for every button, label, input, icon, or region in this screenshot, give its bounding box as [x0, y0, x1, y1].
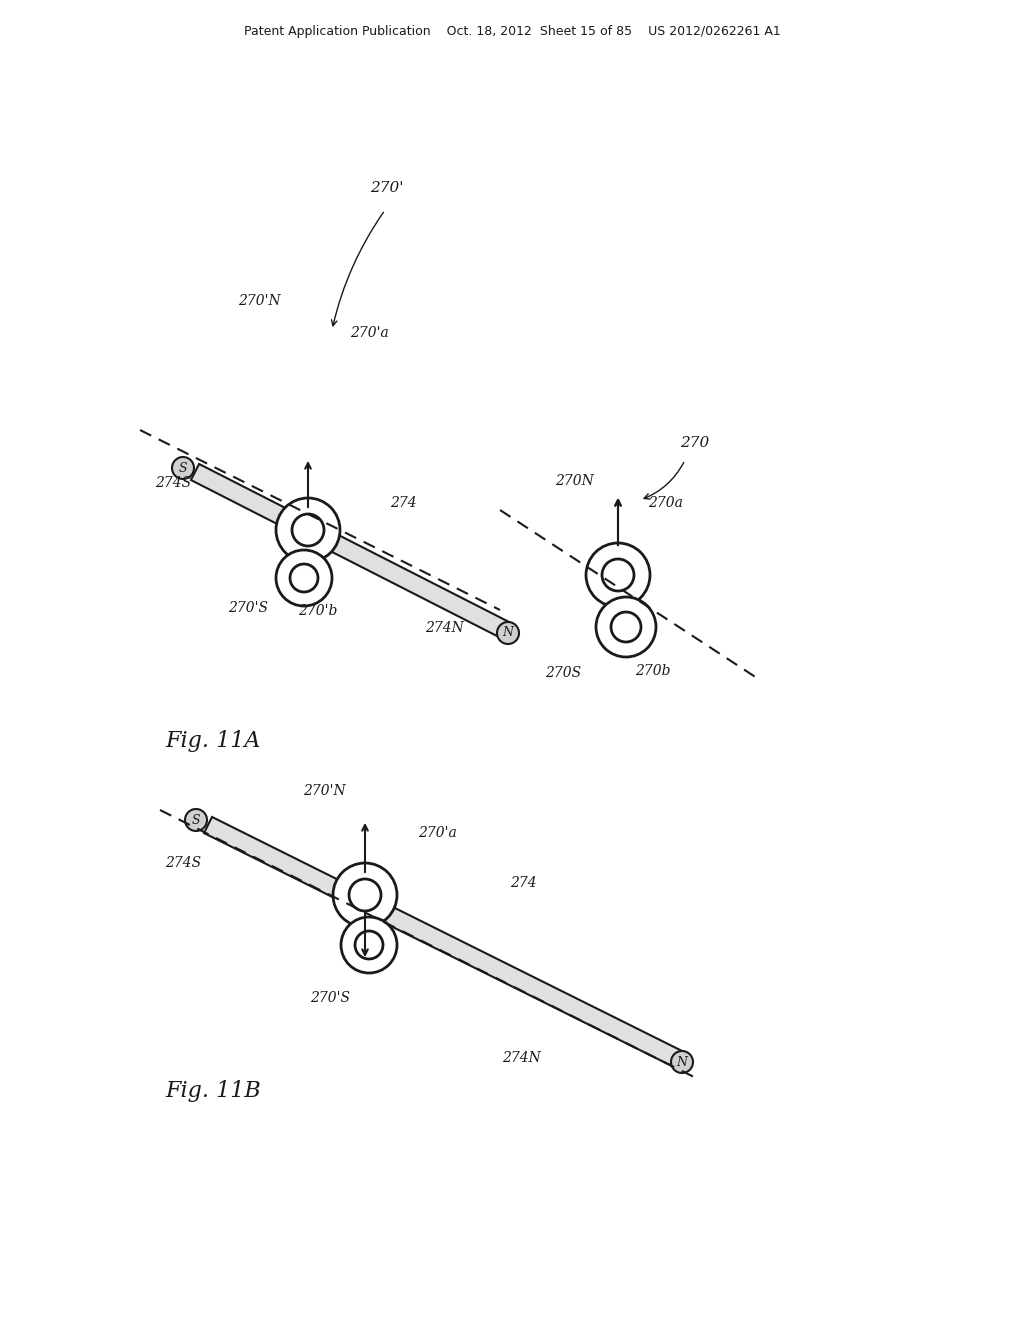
Text: 270'N: 270'N [238, 294, 281, 308]
Circle shape [276, 498, 340, 562]
Polygon shape [204, 817, 684, 1068]
Text: Fig. 11B: Fig. 11B [165, 1080, 261, 1102]
Text: 274S: 274S [165, 855, 201, 870]
Text: 270N: 270N [555, 474, 594, 488]
Text: S: S [191, 813, 201, 826]
Circle shape [586, 543, 650, 607]
Polygon shape [190, 465, 509, 638]
Text: 270'b: 270'b [298, 605, 337, 618]
Circle shape [172, 457, 194, 479]
Circle shape [292, 513, 324, 546]
Circle shape [349, 879, 381, 911]
Text: 274: 274 [390, 496, 417, 510]
Circle shape [497, 622, 519, 644]
Circle shape [333, 863, 397, 927]
Text: 270'N: 270'N [303, 784, 346, 799]
Text: 270'S: 270'S [228, 601, 268, 615]
Text: 274: 274 [510, 876, 537, 890]
Text: 274N: 274N [425, 620, 464, 635]
Text: 270S: 270S [545, 667, 582, 680]
Circle shape [611, 612, 641, 642]
Circle shape [185, 809, 207, 832]
Text: 270': 270' [370, 181, 403, 195]
Text: 270'a: 270'a [418, 826, 457, 840]
Text: 270'S: 270'S [310, 991, 350, 1005]
Text: S: S [178, 462, 187, 474]
Circle shape [355, 931, 383, 960]
Text: Patent Application Publication    Oct. 18, 2012  Sheet 15 of 85    US 2012/02622: Patent Application Publication Oct. 18, … [244, 25, 780, 38]
Text: 270a: 270a [648, 496, 683, 510]
Circle shape [602, 558, 634, 591]
Text: 270'a: 270'a [350, 326, 389, 341]
Circle shape [341, 917, 397, 973]
Circle shape [596, 597, 656, 657]
Circle shape [671, 1051, 693, 1073]
Text: N: N [503, 627, 513, 639]
Text: 274N: 274N [502, 1051, 541, 1065]
Circle shape [290, 564, 318, 591]
Text: 274S: 274S [155, 477, 191, 490]
Text: 270b: 270b [635, 664, 671, 678]
Circle shape [276, 550, 332, 606]
Text: N: N [677, 1056, 687, 1068]
Text: 270: 270 [680, 436, 710, 450]
Text: Fig. 11A: Fig. 11A [165, 730, 260, 752]
